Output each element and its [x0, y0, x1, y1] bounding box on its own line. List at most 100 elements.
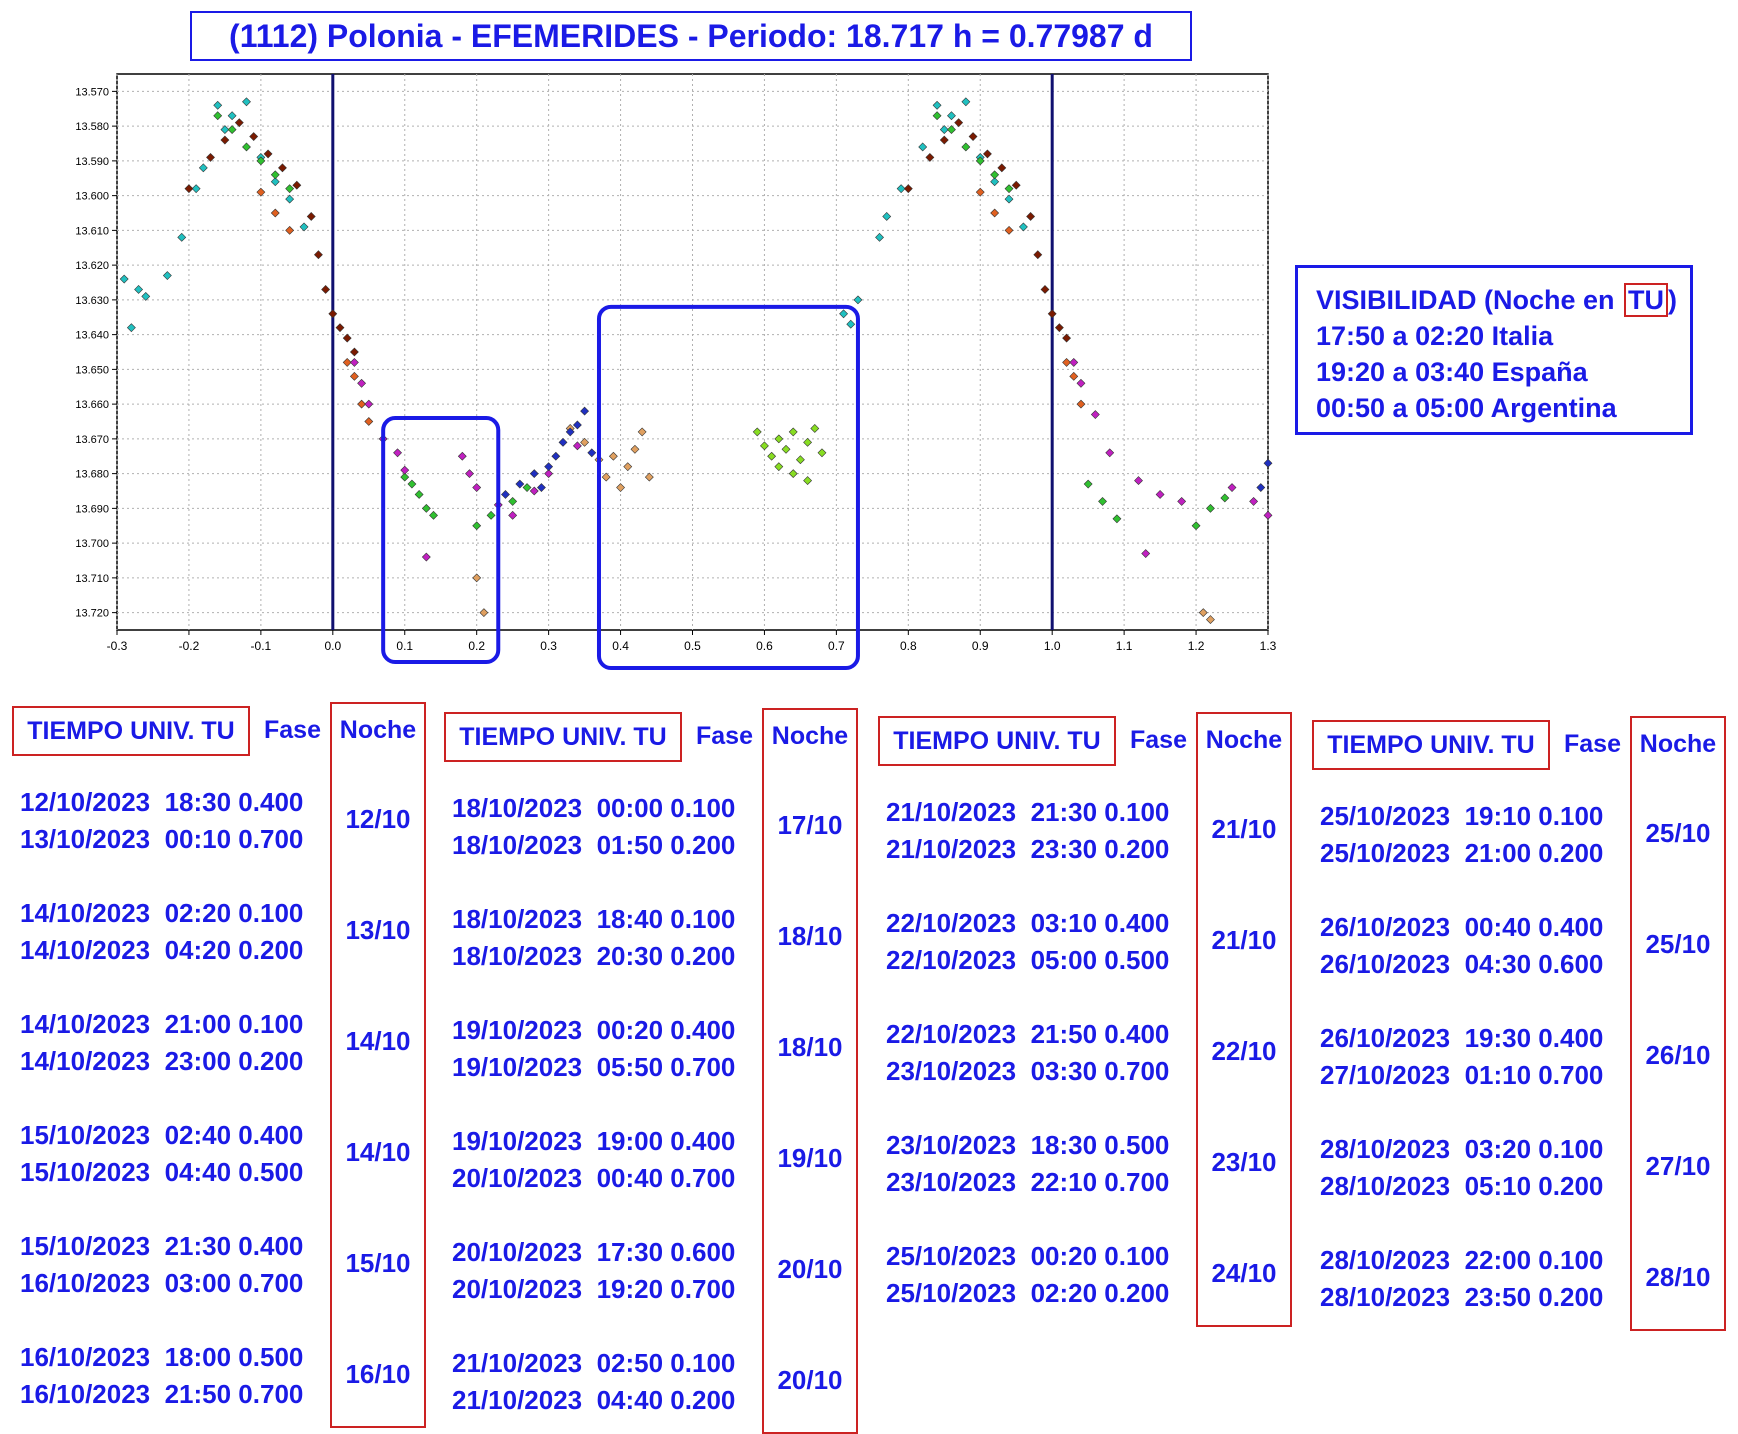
data-point [1033, 250, 1043, 260]
data-point [961, 97, 971, 107]
data-point [1083, 479, 1093, 489]
entry-end: 22/10/2023 05:00 0.500 [886, 945, 1170, 975]
data-point [299, 222, 309, 232]
y-tick-label: 13.590 [75, 156, 109, 168]
data-point [774, 434, 784, 444]
data-point [270, 208, 280, 218]
data-point [141, 291, 151, 301]
data-point [803, 476, 813, 485]
data-point [990, 170, 1000, 180]
ephemeris-entry: 21/10/2023 21:30 0.100 21/10/2023 23:30 0… [886, 794, 1169, 868]
chart-title: (1112) Polonia - EFEMERIDES - Periodo: 1… [190, 11, 1192, 61]
data-point [472, 483, 482, 492]
data-point [997, 163, 1007, 173]
data-point [407, 479, 417, 489]
x-tick-label: 0.6 [756, 639, 773, 653]
ephemeris-entry: 20/10/2023 17:30 0.600 20/10/2023 19:20 0… [452, 1234, 735, 1308]
night-date: 18/10 [777, 1032, 843, 1062]
entry-start: 25/10/2023 00:20 0.100 [886, 1241, 1170, 1271]
x-tick-label: 0.3 [540, 639, 557, 653]
ephemeris-entry: 19/10/2023 00:20 0.400 19/10/2023 05:50 0… [452, 1012, 735, 1086]
entry-end: 20/10/2023 00:40 0.700 [452, 1163, 736, 1193]
ephemeris-entry: 14/10/2023 21:00 0.100 14/10/2023 23:00 0… [20, 1006, 303, 1080]
ephemeris-entry: 15/10/2023 02:40 0.400 15/10/2023 04:40 0… [20, 1117, 303, 1191]
night-date: 23/10 [1211, 1147, 1277, 1177]
ephemeris-entry: 26/10/2023 00:40 0.400 26/10/2023 04:30 0… [1320, 909, 1603, 983]
data-point [1047, 309, 1057, 319]
ephemeris-entry: 23/10/2023 18:30 0.500 23/10/2023 22:10 0… [886, 1127, 1169, 1201]
x-tick-label: -0.1 [251, 639, 272, 653]
data-point [580, 437, 590, 447]
data-point [644, 472, 654, 482]
data-point [357, 378, 367, 388]
data-point [990, 177, 1000, 187]
night-date: 21/10 [1211, 925, 1277, 955]
x-tick-label: 1.3 [1260, 639, 1277, 653]
data-point [623, 462, 633, 472]
entry-start: 18/10/2023 00:00 0.100 [452, 793, 736, 823]
data-point [162, 271, 172, 280]
data-point [781, 444, 791, 454]
data-point [968, 132, 978, 141]
x-tick-label: 0.4 [612, 639, 629, 653]
night-date: 28/10 [1645, 1262, 1711, 1292]
data-point [1198, 608, 1208, 618]
data-point [479, 608, 489, 618]
data-point [292, 180, 302, 190]
data-point [1191, 521, 1201, 531]
entry-start: 14/10/2023 21:00 0.100 [20, 1009, 304, 1039]
entry-start: 19/10/2023 19:00 0.400 [452, 1126, 736, 1156]
data-point [853, 295, 863, 305]
data-point [242, 97, 251, 107]
ephemeris-entry: 12/10/2023 18:30 0.400 13/10/2023 00:10 0… [20, 784, 303, 858]
visibility-heading-close: ) [1668, 285, 1678, 315]
data-point [903, 184, 913, 194]
data-point [954, 118, 964, 128]
entry-start: 28/10/2023 22:00 0.100 [1320, 1245, 1604, 1275]
table-header-tu: TIEMPO UNIV. TU [878, 716, 1116, 766]
data-point [1105, 448, 1115, 458]
data-point [1004, 184, 1014, 194]
data-point [939, 135, 949, 145]
visibility-argentina: 00:50 a 05:00 Argentina [1316, 393, 1617, 423]
data-point [537, 483, 546, 492]
data-point [601, 472, 611, 482]
data-point [421, 552, 431, 562]
data-point [817, 448, 827, 458]
data-point [975, 187, 985, 197]
entry-end: 16/10/2023 21:50 0.700 [20, 1379, 304, 1409]
data-point [975, 156, 985, 166]
entry-start: 26/10/2023 19:30 0.400 [1320, 1023, 1604, 1053]
data-point [234, 118, 244, 128]
data-point [1069, 371, 1079, 381]
data-point [875, 232, 884, 242]
ephemeris-entry: 18/10/2023 18:40 0.100 18/10/2023 20:30 0… [452, 901, 735, 975]
data-point [1112, 514, 1122, 524]
data-point [983, 149, 992, 159]
data-point [752, 427, 762, 437]
table-header-noche: Noche [1639, 730, 1717, 758]
data-point [630, 444, 640, 454]
data-point [544, 462, 554, 472]
ephemeris-entry: 28/10/2023 03:20 0.100 28/10/2023 05:10 0… [1320, 1131, 1603, 1205]
data-point [342, 358, 352, 367]
data-point [1098, 497, 1107, 506]
y-tick-label: 13.570 [75, 86, 109, 98]
data-point [349, 347, 359, 357]
entry-end: 21/10/2023 04:40 0.200 [452, 1385, 736, 1415]
table-header-noche: Noche [771, 722, 849, 750]
night-date: 17/10 [777, 810, 843, 840]
data-point [1206, 615, 1215, 624]
entry-end: 14/10/2023 04:20 0.200 [20, 935, 304, 965]
entry-start: 14/10/2023 02:20 0.100 [20, 898, 304, 928]
data-point [314, 250, 323, 260]
data-point [882, 212, 892, 221]
night-date: 19/10 [777, 1143, 843, 1173]
data-point [1155, 490, 1165, 499]
data-point [1062, 358, 1071, 367]
data-point [932, 111, 942, 121]
entry-start: 15/10/2023 21:30 0.400 [20, 1231, 304, 1261]
y-tick-label: 13.680 [75, 469, 109, 481]
x-tick-label: 1.1 [1116, 639, 1133, 653]
data-point [256, 156, 266, 166]
